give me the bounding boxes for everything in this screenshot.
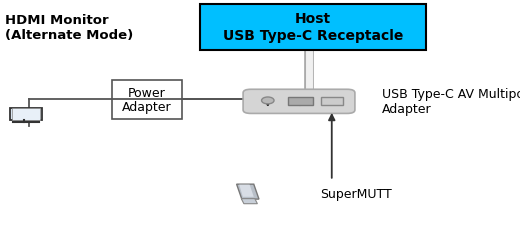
Text: Power: Power	[128, 86, 166, 99]
Text: HDMI Monitor
(Alternate Mode): HDMI Monitor (Alternate Mode)	[5, 14, 134, 41]
Text: USB Type-C Receptacle: USB Type-C Receptacle	[223, 29, 404, 43]
FancyBboxPatch shape	[288, 98, 313, 106]
FancyBboxPatch shape	[12, 109, 40, 120]
FancyBboxPatch shape	[10, 108, 42, 121]
FancyBboxPatch shape	[321, 98, 343, 106]
Text: Host: Host	[295, 12, 331, 26]
Ellipse shape	[262, 98, 274, 104]
Polygon shape	[241, 199, 257, 204]
FancyBboxPatch shape	[200, 5, 426, 50]
Text: SuperMUTT: SuperMUTT	[320, 187, 392, 200]
Polygon shape	[239, 185, 254, 197]
Text: USB Type-C AV Multiport
Adapter: USB Type-C AV Multiport Adapter	[382, 88, 520, 116]
FancyBboxPatch shape	[112, 80, 182, 119]
Polygon shape	[237, 184, 259, 199]
FancyBboxPatch shape	[243, 90, 355, 114]
Text: Adapter: Adapter	[122, 101, 172, 114]
